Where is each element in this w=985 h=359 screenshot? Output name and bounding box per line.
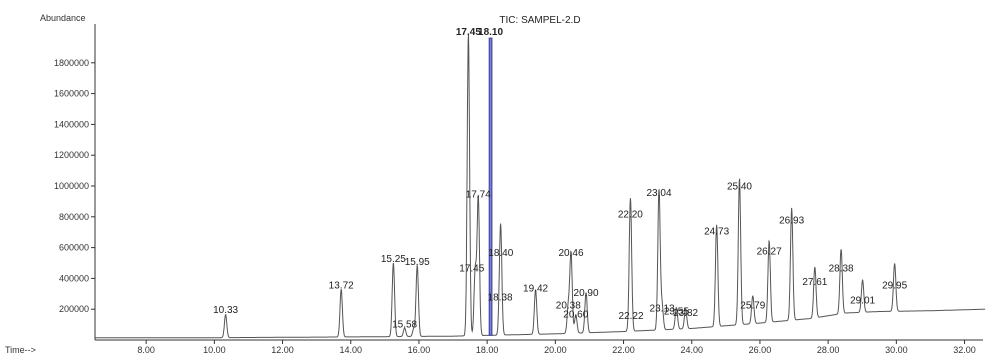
peak-label: 17.74 [466,189,491,200]
x-tick-label: 20.00 [544,345,567,354]
y-tick-label: 1200000 [54,150,89,160]
peak-label: 26.27 [757,246,782,257]
top-peak-label: 17.45 [456,27,481,38]
x-tick-label: 14.00 [339,345,362,354]
peak-label: 25.40 [727,182,752,193]
x-tick-label: 30.00 [885,345,908,354]
x-tick-label: 28.00 [817,345,840,354]
peak-label: 20.46 [559,248,584,259]
peak-label: 22.22 [619,311,644,322]
peak-label: 23.82 [673,308,698,319]
x-ticks: 8.00 10.00 12.00 14.00 16.00 18.00 20.00 22.00 2… [137,340,976,355]
y-tick-label: 800000 [59,212,89,222]
peak-label: 29.01 [850,296,875,307]
chart-title: TIC: SAMPEL-2.D [499,15,580,26]
peak-label: 26.93 [779,216,804,227]
peak-label: 15.95 [405,257,430,268]
x-tick-label: 22.00 [612,345,635,354]
peak-label: 18.40 [488,248,513,259]
peak-label: 22.20 [618,209,643,220]
x-tick-label: 12.00 [271,345,294,354]
x-axis-label: Time--> [5,345,36,354]
y-ticks: 200000 400000 600000 800000 1000000 1200000 14… [54,58,95,314]
peak-label: 20.60 [563,310,588,321]
x-tick-label: 18.00 [476,345,499,354]
x-tick-label: 32.00 [953,345,976,354]
peak-label: 15.58 [392,320,417,331]
tic-trace-line [95,34,985,339]
y-tick-label: 1400000 [54,119,89,129]
peak-label: 27.61 [802,277,827,288]
peak-label: 23.04 [646,188,671,199]
top-peak-label: 18.10 [478,27,503,38]
peak-label: 20.38 [556,300,581,311]
y-tick-label: 400000 [59,273,89,283]
y-tick-label: 1600000 [54,89,89,99]
x-tick-label: 10.00 [203,345,226,354]
peak-label: 17.45 [459,263,484,274]
peak-label: 23.13 [650,303,675,314]
peak-label: 13.72 [329,280,354,291]
y-tick-label: 1000000 [54,181,89,191]
axes [94,24,983,341]
x-tick-label: 26.00 [749,345,772,354]
x-tick-label: 8.00 [137,345,155,354]
peak-label: 10.33 [213,305,238,316]
x-tick-label: 24.00 [680,345,703,354]
y-tick-label: 600000 [59,243,89,253]
y-tick-label: 1800000 [54,58,89,68]
peak-label: 15.25 [381,254,406,265]
peak-label: 23.55 [664,306,689,317]
peak-label: 28.38 [829,263,854,274]
x-tick-label: 16.00 [408,345,431,354]
y-tick-label: 200000 [59,304,89,314]
chromatogram-trace [95,34,985,339]
peak-labels: 10.33 13.72 15.25 15.58 15.95 17.74 17.45 18.38… [213,27,907,331]
peak-label: 24.73 [704,226,729,237]
y-axis-label: Abundance [40,13,86,23]
peak-label: 20.90 [574,288,599,299]
peak-label: 25.79 [740,300,765,311]
highlighted-peak [488,37,493,336]
peak-label: 18.38 [488,293,513,304]
peak-label: 29.95 [882,280,907,291]
peak-label: 19.42 [523,283,548,294]
